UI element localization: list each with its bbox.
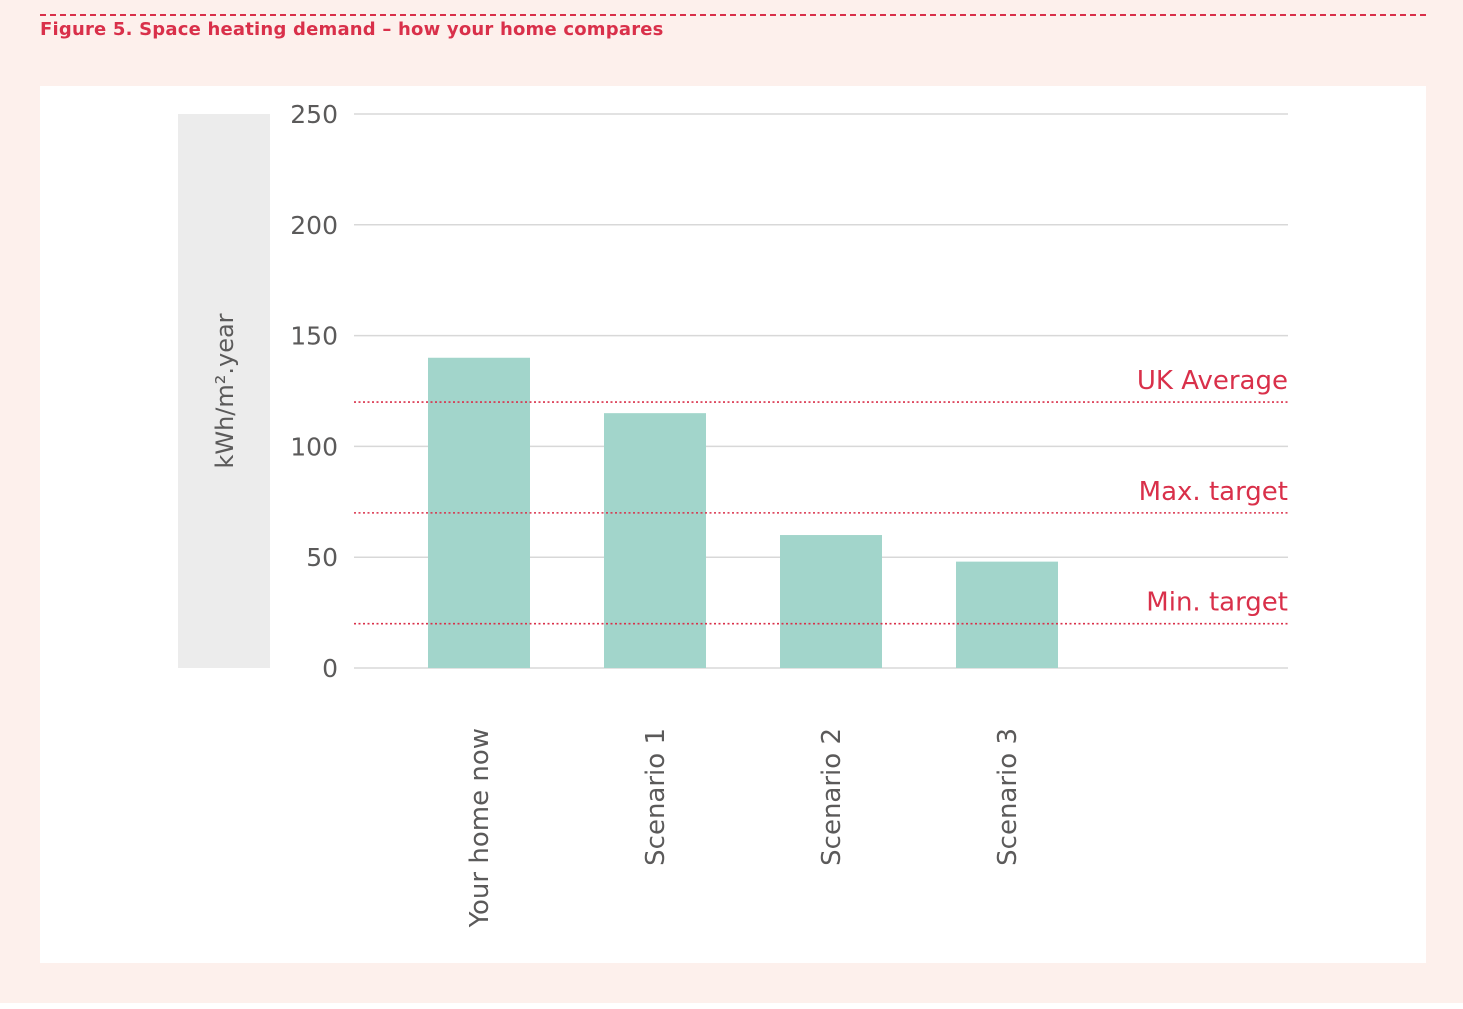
y-tick-label: 200	[290, 211, 338, 240]
y-tick-label: 250	[290, 100, 338, 129]
bar	[780, 535, 882, 668]
bar	[956, 561, 1058, 668]
reference-line-label: Max. target	[1139, 477, 1288, 507]
x-tick-label: Scenario 3	[993, 728, 1023, 866]
y-tick-label: 150	[290, 322, 338, 351]
x-tick-label: Scenario 2	[817, 728, 847, 866]
bar	[428, 357, 530, 668]
y-axis-label-box	[178, 114, 270, 668]
y-tick-label: 50	[306, 543, 338, 572]
caption-divider	[40, 14, 1426, 16]
reference-line-label: Min. target	[1146, 588, 1288, 618]
y-axis-label: kWh/m².year	[211, 313, 239, 468]
y-tick-label: 0	[322, 654, 338, 683]
x-tick-labels: Your home now Scenario 1 Scenario 2 Scenari…	[465, 728, 1023, 928]
reference-lines: UK Average Max. target Min. target	[354, 366, 1288, 625]
y-tick-label: 100	[290, 432, 338, 461]
figure-caption: Figure 5. Space heating demand – how you…	[40, 19, 664, 40]
x-tick-label: Scenario 1	[641, 728, 671, 866]
y-tick-labels: 0 50 100 150 200 250	[290, 100, 338, 683]
bar-chart: kWh/m².year 0 50 100 150 200 250 UK Average Ma…	[178, 100, 1288, 928]
bar	[604, 413, 706, 668]
x-tick-label: Your home now	[465, 728, 495, 928]
chart-panel: kWh/m².year 0 50 100 150 200 250 UK Average Ma…	[40, 86, 1426, 963]
bars	[428, 357, 1058, 668]
reference-line-label: UK Average	[1137, 366, 1288, 396]
